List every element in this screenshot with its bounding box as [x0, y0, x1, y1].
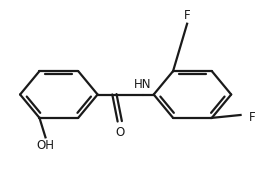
Text: F: F — [184, 9, 190, 22]
Text: F: F — [249, 111, 256, 124]
Text: OH: OH — [36, 139, 55, 152]
Text: O: O — [116, 126, 125, 139]
Text: HN: HN — [134, 78, 152, 91]
